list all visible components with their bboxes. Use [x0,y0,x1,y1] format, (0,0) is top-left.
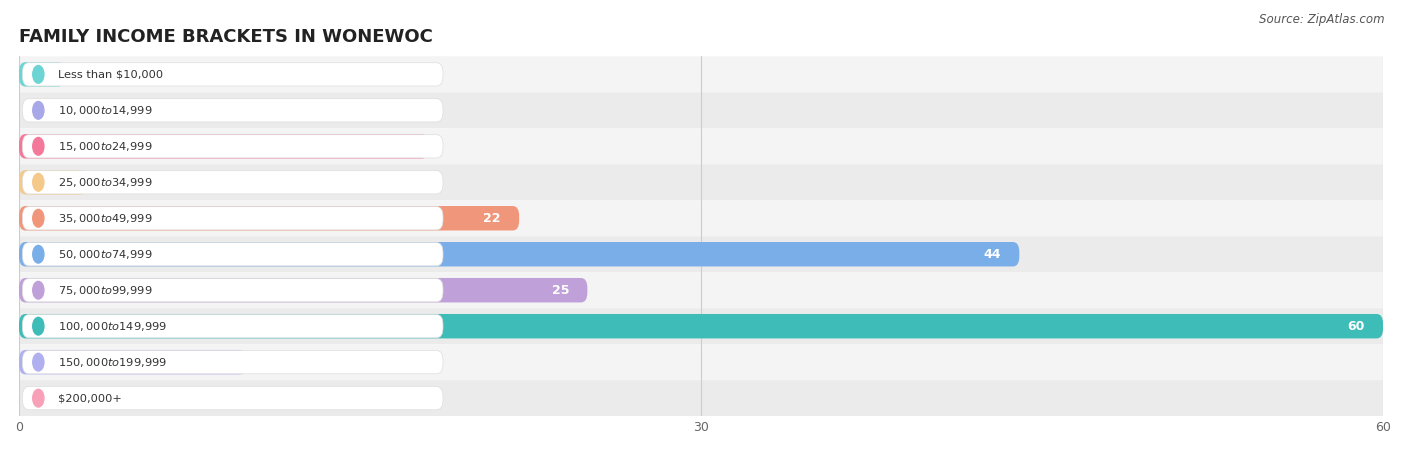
Text: $25,000 to $34,999: $25,000 to $34,999 [58,176,152,189]
Text: 22: 22 [484,212,501,225]
Circle shape [32,353,44,371]
FancyBboxPatch shape [20,344,1384,380]
Text: Source: ZipAtlas.com: Source: ZipAtlas.com [1260,13,1385,26]
Circle shape [32,209,44,227]
FancyBboxPatch shape [20,170,87,194]
Circle shape [32,137,44,155]
Text: 0: 0 [37,104,46,117]
FancyBboxPatch shape [20,200,1384,236]
Circle shape [32,173,44,191]
Circle shape [32,101,44,119]
Text: $200,000+: $200,000+ [58,393,121,403]
Text: 0: 0 [37,392,46,405]
Text: $50,000 to $74,999: $50,000 to $74,999 [58,248,152,261]
Text: 44: 44 [984,248,1001,261]
Text: $35,000 to $49,999: $35,000 to $49,999 [58,212,152,225]
FancyBboxPatch shape [20,380,1384,416]
FancyBboxPatch shape [20,308,1384,344]
FancyBboxPatch shape [20,350,246,374]
FancyBboxPatch shape [20,206,519,230]
Text: $150,000 to $199,999: $150,000 to $199,999 [58,356,167,369]
FancyBboxPatch shape [22,63,443,86]
Text: 10: 10 [211,356,228,369]
FancyBboxPatch shape [20,164,1384,200]
Text: $75,000 to $99,999: $75,000 to $99,999 [58,284,152,297]
FancyBboxPatch shape [22,387,443,410]
Circle shape [32,66,44,83]
FancyBboxPatch shape [22,171,443,194]
Text: 60: 60 [1347,320,1365,333]
FancyBboxPatch shape [22,315,443,338]
FancyBboxPatch shape [22,99,443,122]
FancyBboxPatch shape [22,135,443,158]
Text: $15,000 to $24,999: $15,000 to $24,999 [58,140,152,153]
FancyBboxPatch shape [20,92,1384,128]
Text: 2: 2 [83,68,91,81]
FancyBboxPatch shape [20,128,1384,164]
Text: Less than $10,000: Less than $10,000 [58,69,163,79]
FancyBboxPatch shape [20,272,1384,308]
Text: 18: 18 [392,140,411,153]
FancyBboxPatch shape [20,278,588,303]
Text: 3: 3 [105,176,114,189]
Circle shape [32,282,44,299]
Text: 25: 25 [551,284,569,297]
Text: $100,000 to $149,999: $100,000 to $149,999 [58,320,167,333]
FancyBboxPatch shape [20,62,65,87]
FancyBboxPatch shape [22,278,443,302]
FancyBboxPatch shape [20,314,1384,339]
Circle shape [32,389,44,407]
FancyBboxPatch shape [20,134,429,158]
FancyBboxPatch shape [20,236,1384,272]
Circle shape [32,317,44,335]
Text: $10,000 to $14,999: $10,000 to $14,999 [58,104,152,117]
FancyBboxPatch shape [22,242,443,266]
FancyBboxPatch shape [20,57,1384,92]
Text: FAMILY INCOME BRACKETS IN WONEWOC: FAMILY INCOME BRACKETS IN WONEWOC [20,28,433,46]
Circle shape [32,246,44,263]
FancyBboxPatch shape [20,242,1019,266]
FancyBboxPatch shape [22,207,443,230]
FancyBboxPatch shape [22,351,443,374]
